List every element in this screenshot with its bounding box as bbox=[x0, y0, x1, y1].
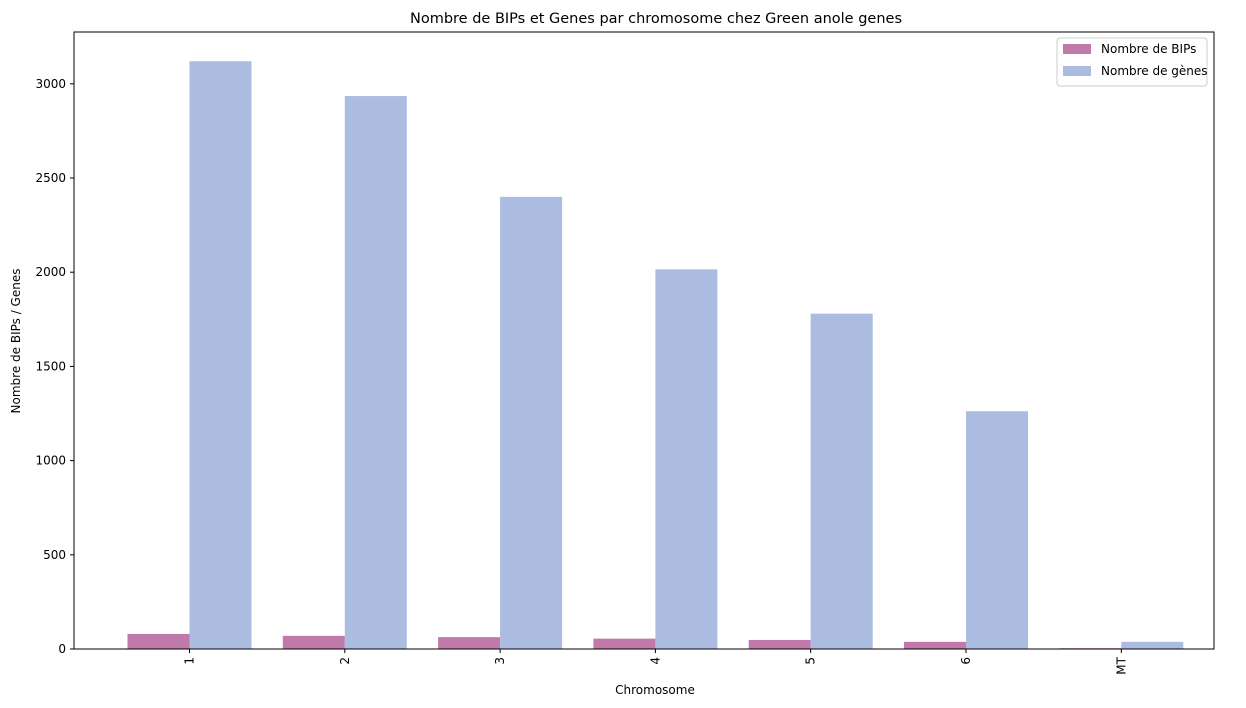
bars bbox=[127, 61, 1184, 650]
bar-bips-2 bbox=[282, 635, 345, 649]
bar-genes-3 bbox=[500, 196, 563, 649]
bar-genes-6 bbox=[966, 411, 1028, 649]
chart-title: Nombre de BIPs et Genes par chromosome c… bbox=[410, 11, 902, 27]
bar-genes-4 bbox=[655, 269, 718, 649]
y-tick-label-500: 500 bbox=[43, 548, 66, 562]
bar-genes-2 bbox=[344, 96, 407, 650]
x-axis-label: Chromosome bbox=[615, 683, 695, 697]
x-tick-label-4: 4 bbox=[648, 657, 662, 665]
x-axis: 1 2 3 4 5 6 MT bbox=[183, 649, 1128, 675]
x-tick-label-5: 5 bbox=[804, 657, 818, 665]
x-tick-label-1: 1 bbox=[183, 657, 197, 665]
x-tick-label-6: 6 bbox=[959, 657, 973, 665]
legend-box bbox=[1056, 37, 1208, 87]
x-tick-label-MT: MT bbox=[1114, 656, 1128, 674]
y-tick-label-1000: 1000 bbox=[35, 454, 66, 468]
legend-label-bips: Nombre de BIPs bbox=[1101, 42, 1196, 56]
y-tick-label-1500: 1500 bbox=[35, 359, 66, 373]
y-tick-label-3000: 3000 bbox=[35, 77, 66, 91]
bar-genes-MT bbox=[1121, 641, 1184, 649]
bar-bips-6 bbox=[904, 641, 966, 649]
x-tick-label-2: 2 bbox=[338, 657, 352, 665]
plot-frame bbox=[73, 31, 1215, 650]
bar-bips-5 bbox=[748, 639, 811, 649]
y-axis-label: Nombre de BIPs / Genes bbox=[9, 269, 23, 414]
bar-bips-3 bbox=[438, 637, 501, 649]
y-tick-label-2000: 2000 bbox=[35, 265, 66, 279]
legend-swatch-genes bbox=[1063, 66, 1091, 76]
bar-genes-1 bbox=[189, 61, 252, 649]
x-tick-label-3: 3 bbox=[493, 657, 507, 665]
bar-bips-4 bbox=[593, 638, 656, 649]
bar-genes-5 bbox=[810, 313, 873, 649]
legend: Nombre de BIPs Nombre de gènes bbox=[1056, 37, 1208, 87]
legend-swatch-bips bbox=[1063, 44, 1091, 54]
bar-bips-1 bbox=[127, 633, 190, 649]
y-axis: 0 500 1000 1500 2000 2500 3000 bbox=[35, 77, 74, 656]
y-tick-label-2500: 2500 bbox=[35, 171, 66, 185]
legend-label-genes: Nombre de gènes bbox=[1101, 64, 1208, 78]
y-tick-label-0: 0 bbox=[58, 642, 66, 656]
